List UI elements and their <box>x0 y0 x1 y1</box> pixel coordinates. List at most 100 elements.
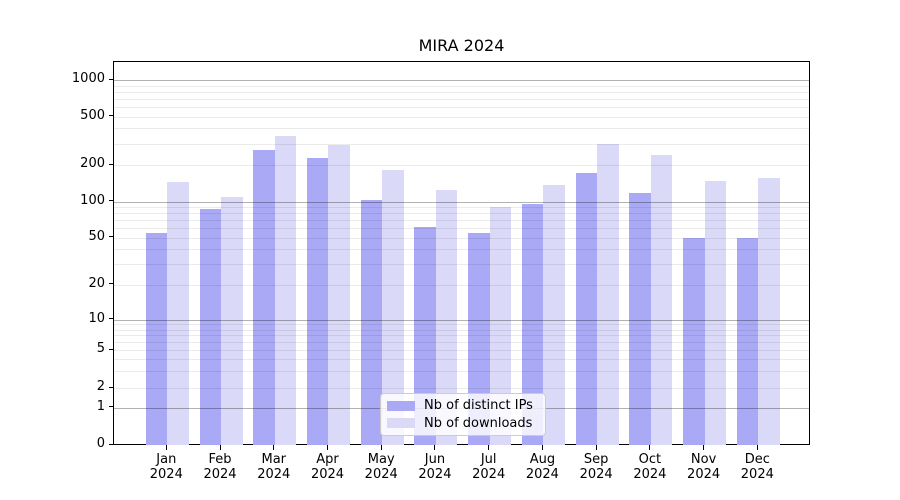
x-tick-mark-jun <box>434 445 436 450</box>
x-tick-mark-may <box>380 445 382 450</box>
gridline-20 <box>114 284 809 286</box>
gridline-500 <box>114 116 809 118</box>
y-tick-mark-2 <box>109 386 113 388</box>
gridline-2 <box>114 388 809 389</box>
y-tick-label-0: 0 <box>96 436 105 451</box>
y-tick-label-100: 100 <box>80 192 105 208</box>
y-tick-mark-200 <box>109 163 113 165</box>
y-tick-mark-5 <box>109 348 113 350</box>
x-tick-mark-nov <box>703 445 705 450</box>
bar-jan-distinct-ips <box>145 232 168 445</box>
x-tick-mark-oct <box>649 445 651 450</box>
bar-jul-downloads <box>489 207 512 445</box>
x-tick-label-jul: Jul 2024 <box>472 452 506 482</box>
bar-mar-downloads <box>274 136 297 445</box>
gridline-7 <box>114 335 809 337</box>
gridline-400 <box>114 128 809 130</box>
gridline-70 <box>114 220 809 222</box>
x-tick-mark-feb <box>219 445 221 450</box>
x-tick-label-nov: Nov 2024 <box>687 452 721 482</box>
x-tick-label-apr: Apr 2024 <box>310 452 345 482</box>
bar-feb-distinct-ips <box>199 209 222 445</box>
gridline-6 <box>114 342 809 344</box>
y-tick-mark-20 <box>109 283 113 285</box>
bar-jun-distinct-ips <box>414 227 436 445</box>
gridline-4 <box>114 359 809 361</box>
gridline-90 <box>114 207 809 209</box>
gridline-5 <box>114 350 809 352</box>
y-tick-label-500: 500 <box>80 107 105 123</box>
x-tick-label-may: May 2024 <box>364 452 398 482</box>
bar-jun-downloads <box>435 189 458 445</box>
y-tick-label-50: 50 <box>88 228 105 244</box>
x-tick-label-mar: Mar 2024 <box>257 452 291 482</box>
x-tick-label-sep: Sep 2024 <box>579 452 613 482</box>
y-tick-mark-0 <box>109 443 113 445</box>
legend-item-distinct-ips: Nb of distinct IPs <box>387 397 539 415</box>
x-tick-label-dec: Dec 2024 <box>740 452 774 482</box>
bar-oct-downloads <box>650 154 673 445</box>
gridline-3 <box>114 371 809 373</box>
bar-aug-downloads <box>543 184 565 445</box>
y-tick-label-2: 2 <box>96 379 105 394</box>
gridline-10 <box>114 319 809 321</box>
gridline-600 <box>114 106 809 108</box>
y-tick-label-10: 10 <box>88 310 105 326</box>
bar-may-distinct-ips <box>360 199 383 445</box>
bar-dec-downloads <box>758 177 780 445</box>
x-tick-label-aug: Aug 2024 <box>525 452 559 482</box>
bar-jul-distinct-ips <box>468 232 490 445</box>
y-tick-mark-100 <box>109 200 113 202</box>
bar-nov-downloads <box>704 181 727 445</box>
bar-sep-downloads <box>597 144 619 445</box>
gridline-8 <box>114 329 809 331</box>
bar-feb-downloads <box>221 196 243 445</box>
y-tick-mark-1 <box>109 406 113 408</box>
bars-layer <box>114 62 809 445</box>
gridline-300 <box>114 143 809 145</box>
x-tick-label-jun: Jun 2024 <box>418 452 452 482</box>
x-tick-mark-jul <box>488 445 490 450</box>
x-tick-mark-aug <box>541 445 543 450</box>
bar-oct-distinct-ips <box>629 193 651 445</box>
x-tick-label-jan: Jan 2024 <box>149 452 183 482</box>
legend: Nb of distinct IPs Nb of downloads <box>380 393 546 436</box>
y-tick-mark-50 <box>109 236 113 237</box>
y-tick-label-20: 20 <box>88 275 105 291</box>
legend-label-downloads: Nb of downloads <box>424 415 533 431</box>
gridline-900 <box>114 85 809 87</box>
y-tick-label-1: 1 <box>96 398 105 414</box>
chart-title: MIRA 2024 <box>418 36 505 55</box>
bar-apr-distinct-ips <box>306 157 329 445</box>
bar-apr-downloads <box>328 144 350 445</box>
y-tick-mark-1000 <box>109 78 113 80</box>
y-tick-mark-500 <box>109 115 113 117</box>
gridline-100 <box>114 201 809 203</box>
x-tick-mark-dec <box>756 445 758 450</box>
gridline-80 <box>114 213 809 215</box>
legend-swatch-distinct-ips <box>387 400 415 411</box>
gridline-700 <box>114 98 809 100</box>
legend-label-distinct-ips: Nb of distinct IPs <box>424 398 533 414</box>
gridline-60 <box>114 228 809 230</box>
x-tick-mark-jan <box>165 445 167 450</box>
bar-mar-distinct-ips <box>253 150 275 445</box>
bar-dec-distinct-ips <box>736 237 759 445</box>
gridline-200 <box>114 165 809 167</box>
gridline-800 <box>114 91 809 93</box>
y-tick-label-5: 5 <box>96 341 105 357</box>
bar-aug-distinct-ips <box>521 203 544 445</box>
gridline-30 <box>114 263 809 265</box>
bar-may-downloads <box>382 169 404 445</box>
x-tick-mark-sep <box>595 445 597 450</box>
x-tick-mark-mar <box>273 445 275 450</box>
bar-jan-downloads <box>167 182 189 445</box>
x-tick-mark-apr <box>326 445 328 450</box>
bar-nov-distinct-ips <box>683 237 705 445</box>
x-tick-label-oct: Oct 2024 <box>633 452 667 482</box>
x-tick-label-feb: Feb 2024 <box>203 452 237 482</box>
gridline-1000 <box>114 80 809 81</box>
y-tick-mark-10 <box>109 318 113 320</box>
gridline-9 <box>114 324 809 326</box>
